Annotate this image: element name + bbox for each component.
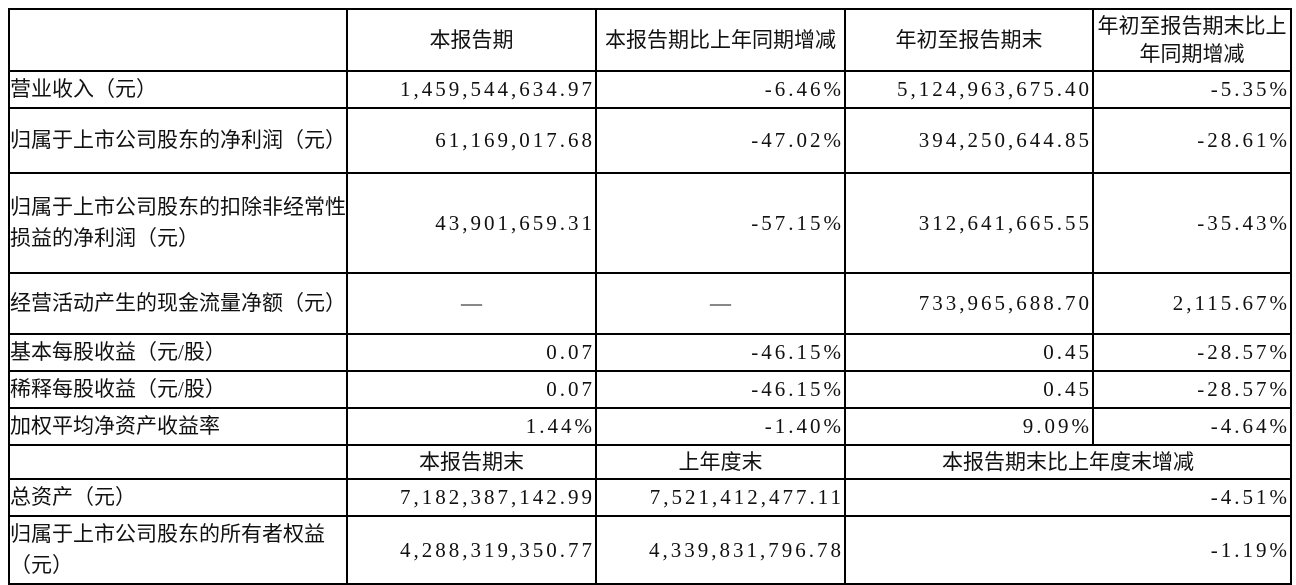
col-header-ytd: 年初至报告期末 bbox=[844, 8, 1094, 72]
value-ytd: 0.45 bbox=[844, 333, 1094, 372]
table-header-balance: 本报告期末 上年度末 本报告期末比上年度末增减 bbox=[8, 444, 1292, 480]
value-current-na: — bbox=[346, 272, 597, 335]
table-row-operating-cash-flow: 经营活动产生的现金流量净额（元） — — 733,965,688.70 2,11… bbox=[8, 272, 1292, 335]
value-current: 43,901,659.31 bbox=[346, 172, 597, 274]
table-row-net-profit: 归属于上市公司股东的净利润（元） 61,169,017.68 -47.02% 3… bbox=[8, 107, 1292, 174]
col-header-ytd-change: 年初至报告期末比上年同期增减 bbox=[1092, 8, 1292, 72]
value-period-end: 4,288,319,350.77 bbox=[346, 515, 597, 585]
col-header-period-end-change: 本报告期末比上年度末增减 bbox=[844, 444, 1292, 480]
value-ytd: 394,250,644.85 bbox=[844, 107, 1094, 174]
value-current: 1.44% bbox=[346, 407, 597, 446]
row-label: 归属于上市公司股东的所有者权益（元） bbox=[8, 515, 348, 585]
corner-cell bbox=[8, 444, 348, 480]
value-current-change: -46.15% bbox=[595, 333, 846, 372]
row-label: 稀释每股收益（元/股） bbox=[8, 370, 348, 409]
value-current: 61,169,017.68 bbox=[346, 107, 597, 174]
value-current-change: -47.02% bbox=[595, 107, 846, 174]
value-ytd-change: -5.35% bbox=[1092, 70, 1292, 109]
value-ytd: 9.09% bbox=[844, 407, 1094, 446]
value-ytd-change: -28.61% bbox=[1092, 107, 1292, 174]
row-label: 加权平均净资产收益率 bbox=[8, 407, 348, 446]
value-ytd: 733,965,688.70 bbox=[844, 272, 1094, 335]
row-label: 营业收入（元） bbox=[8, 70, 348, 109]
col-header-current-period-change: 本报告期比上年同期增减 bbox=[595, 8, 846, 72]
table-row-basic-eps: 基本每股收益（元/股） 0.07 -46.15% 0.45 -28.57% bbox=[8, 333, 1292, 372]
value-ytd: 5,124,963,675.40 bbox=[844, 70, 1094, 109]
value-current-change: -6.46% bbox=[595, 70, 846, 109]
row-label: 归属于上市公司股东的净利润（元） bbox=[8, 107, 348, 174]
table-row-diluted-eps: 稀释每股收益（元/股） 0.07 -46.15% 0.45 -28.57% bbox=[8, 370, 1292, 409]
value-current-change: -1.40% bbox=[595, 407, 846, 446]
table-row-net-profit-excl-nonrecurring: 归属于上市公司股东的扣除非经常性损益的净利润（元） 43,901,659.31 … bbox=[8, 172, 1292, 274]
value-period-end: 7,182,387,142.99 bbox=[346, 478, 597, 517]
table-row-total-assets: 总资产（元） 7,182,387,142.99 7,521,412,477.11… bbox=[8, 478, 1292, 517]
corner-cell bbox=[8, 8, 348, 72]
value-current: 1,459,544,634.97 bbox=[346, 70, 597, 109]
row-label: 归属于上市公司股东的扣除非经常性损益的净利润（元） bbox=[8, 172, 348, 274]
value-ytd-change: -28.57% bbox=[1092, 370, 1292, 409]
value-ytd-change: -35.43% bbox=[1092, 172, 1292, 274]
table-row-operating-revenue: 营业收入（元） 1,459,544,634.97 -6.46% 5,124,96… bbox=[8, 70, 1292, 109]
value-current: 0.07 bbox=[346, 333, 597, 372]
value-ytd-change: -28.57% bbox=[1092, 333, 1292, 372]
table-row-shareholders-equity: 归属于上市公司股东的所有者权益（元） 4,288,319,350.77 4,33… bbox=[8, 515, 1292, 585]
col-header-prev-year-end: 上年度末 bbox=[595, 444, 846, 480]
value-ytd: 312,641,665.55 bbox=[844, 172, 1094, 274]
value-ytd-change: -4.64% bbox=[1092, 407, 1292, 446]
key-financials-table: 本报告期 本报告期比上年同期增减 年初至报告期末 年初至报告期末比上年同期增减 … bbox=[8, 8, 1292, 585]
value-ytd-change: 2,115.67% bbox=[1092, 272, 1292, 335]
value-prev-year-end: 7,521,412,477.11 bbox=[595, 478, 846, 517]
table-header-period: 本报告期 本报告期比上年同期增减 年初至报告期末 年初至报告期末比上年同期增减 bbox=[8, 8, 1292, 72]
value-prev-year-end: 4,339,831,796.78 bbox=[595, 515, 846, 585]
value-current-change: -57.15% bbox=[595, 172, 846, 274]
value-current-change-na: — bbox=[595, 272, 846, 335]
value-current: 0.07 bbox=[346, 370, 597, 409]
value-current-change: -46.15% bbox=[595, 370, 846, 409]
col-header-current-period: 本报告期 bbox=[346, 8, 597, 72]
col-header-period-end: 本报告期末 bbox=[346, 444, 597, 480]
row-label: 经营活动产生的现金流量净额（元） bbox=[8, 272, 348, 335]
value-change: -4.51% bbox=[844, 478, 1292, 517]
financial-report-page: 本报告期 本报告期比上年同期增减 年初至报告期末 年初至报告期末比上年同期增减 … bbox=[8, 8, 1292, 585]
row-label: 总资产（元） bbox=[8, 478, 348, 517]
value-change: -1.19% bbox=[844, 515, 1292, 585]
row-label: 基本每股收益（元/股） bbox=[8, 333, 348, 372]
table-row-weighted-avg-roe: 加权平均净资产收益率 1.44% -1.40% 9.09% -4.64% bbox=[8, 407, 1292, 446]
value-ytd: 0.45 bbox=[844, 370, 1094, 409]
